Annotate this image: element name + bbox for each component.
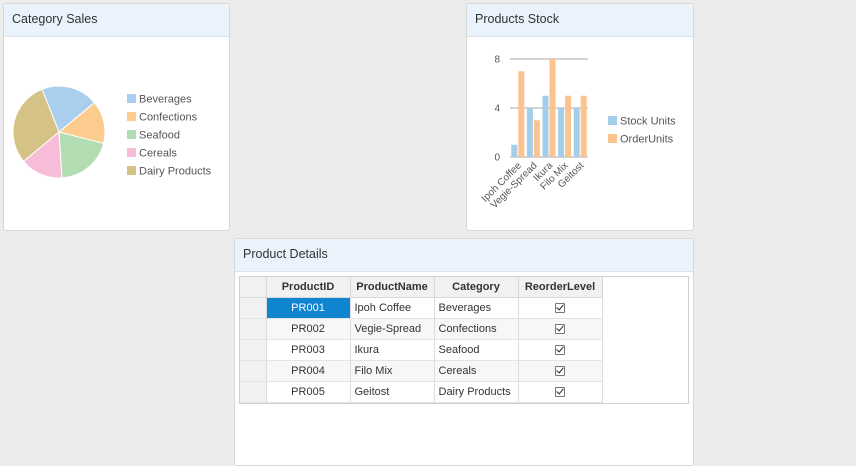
cell-productid[interactable]: PR002 bbox=[266, 318, 351, 340]
cell-category[interactable]: Beverages bbox=[434, 297, 519, 319]
column-header-reorderlevel[interactable]: ReorderLevel bbox=[518, 277, 603, 298]
legend-label-cereals: Cereals bbox=[139, 148, 177, 160]
cell-productid[interactable]: PR003 bbox=[266, 339, 351, 361]
y-tick-label-8: 8 bbox=[494, 55, 500, 66]
y-tick-label-4: 4 bbox=[494, 104, 500, 115]
pie-slice-dairy-products[interactable] bbox=[12, 88, 60, 163]
cell-reorderlevel[interactable] bbox=[518, 360, 603, 382]
cell-category[interactable]: Seafood bbox=[434, 339, 519, 361]
product-details-title: Product Details bbox=[235, 239, 693, 272]
category-sales-title: Category Sales bbox=[4, 4, 229, 37]
cell-productname[interactable]: Vegie-Spread bbox=[350, 318, 435, 340]
legend-label-orderunits: OrderUnits bbox=[620, 134, 674, 146]
legend-label-confections: Confections bbox=[139, 112, 198, 124]
legend-label-seafood: Seafood bbox=[139, 130, 180, 142]
cell-productname[interactable]: Filo Mix bbox=[350, 360, 435, 382]
cell-reorderlevel[interactable] bbox=[518, 339, 603, 361]
bar-stock-units-ipoh-coffee[interactable] bbox=[511, 144, 518, 157]
legend-label-dairy-products: Dairy Products bbox=[139, 166, 212, 178]
cell-productid[interactable]: PR001 bbox=[266, 297, 351, 319]
legend-swatch-confections bbox=[127, 112, 136, 121]
pie-slice-beverages[interactable] bbox=[41, 85, 96, 133]
bar-stock-units-ikura[interactable] bbox=[542, 95, 549, 157]
bar-orderunits-ipoh-coffee[interactable] bbox=[518, 71, 525, 157]
legend-swatch-orderunits bbox=[608, 134, 617, 143]
bar-stock-units-vegie-spread[interactable] bbox=[526, 108, 533, 157]
legend-swatch-dairy-products bbox=[127, 166, 136, 175]
cell-productname[interactable]: Ipoh Coffee bbox=[350, 297, 435, 319]
category-sales-panel: Category Sales Beverages Confections Seafo… bbox=[3, 3, 230, 231]
row-header[interactable] bbox=[240, 381, 267, 403]
legend-label-beverages: Beverages bbox=[139, 94, 192, 106]
cell-reorderlevel[interactable] bbox=[518, 297, 603, 319]
legend-swatch-beverages bbox=[127, 94, 136, 103]
column-header-productname[interactable]: ProductName bbox=[350, 277, 435, 298]
cell-productname[interactable]: Geitost bbox=[350, 381, 435, 403]
reorder-checkbox[interactable] bbox=[555, 386, 565, 397]
products-stock-panel: Products Stock 0 4 8 Ipoh Coffee Vegie-Sprea… bbox=[466, 3, 694, 231]
legend-label-stock-units: Stock Units bbox=[620, 116, 676, 128]
product-details-grid[interactable]: ProductID ProductName Category ReorderLe… bbox=[239, 276, 689, 404]
row-header[interactable] bbox=[240, 339, 267, 361]
bar-orderunits-filo-mix[interactable] bbox=[565, 95, 572, 157]
cell-category[interactable]: Cereals bbox=[434, 360, 519, 382]
cell-reorderlevel[interactable] bbox=[518, 381, 603, 403]
product-details-panel: Product Details ProductID ProductName Ca… bbox=[234, 238, 694, 466]
bar-orderunits-ikura[interactable] bbox=[549, 59, 556, 157]
legend-swatch-cereals bbox=[127, 148, 136, 157]
cell-category[interactable]: Confections bbox=[434, 318, 519, 340]
reorder-checkbox[interactable] bbox=[555, 365, 565, 376]
reorder-checkbox[interactable] bbox=[555, 344, 565, 355]
legend-swatch-seafood bbox=[127, 130, 136, 139]
table-row[interactable]: PR005 Geitost Dairy Products bbox=[240, 381, 603, 403]
bar-orderunits-vegie-spread[interactable] bbox=[533, 120, 540, 157]
row-header[interactable] bbox=[240, 318, 267, 340]
cell-productname[interactable]: Ikura bbox=[350, 339, 435, 361]
table-row[interactable]: PR003 Ikura Seafood bbox=[240, 339, 603, 361]
category-sales-pie-chart: Beverages Confections Seafood Cereals Dairy … bbox=[12, 85, 212, 179]
column-header-productid[interactable]: ProductID bbox=[266, 277, 351, 298]
table-row[interactable]: PR002 Vegie-Spread Confections bbox=[240, 318, 603, 340]
reorder-checkbox[interactable] bbox=[555, 302, 565, 313]
y-tick-label-0: 0 bbox=[494, 153, 500, 164]
bar-orderunits-geitost[interactable] bbox=[580, 95, 587, 157]
bar-stock-units-filo-mix[interactable] bbox=[558, 108, 565, 157]
row-header[interactable] bbox=[240, 360, 267, 382]
table-row[interactable]: PR004 Filo Mix Cereals bbox=[240, 360, 603, 382]
bar-stock-units-geitost[interactable] bbox=[573, 108, 580, 157]
cell-reorderlevel[interactable] bbox=[518, 318, 603, 340]
pie-slice-seafood[interactable] bbox=[58, 131, 105, 179]
cell-productid[interactable]: PR005 bbox=[266, 381, 351, 403]
reorder-checkbox[interactable] bbox=[555, 323, 565, 334]
legend-swatch-stock-units bbox=[608, 116, 617, 125]
row-header-corner bbox=[240, 277, 267, 298]
row-header[interactable] bbox=[240, 297, 267, 319]
grid-header-row: ProductID ProductName Category ReorderLe… bbox=[240, 277, 603, 298]
table-row[interactable]: PR001 Ipoh Coffee Beverages bbox=[240, 297, 603, 319]
cell-productid[interactable]: PR004 bbox=[266, 360, 351, 382]
products-stock-title: Products Stock bbox=[467, 4, 693, 37]
cell-category[interactable]: Dairy Products bbox=[434, 381, 519, 403]
column-header-category[interactable]: Category bbox=[434, 277, 519, 298]
